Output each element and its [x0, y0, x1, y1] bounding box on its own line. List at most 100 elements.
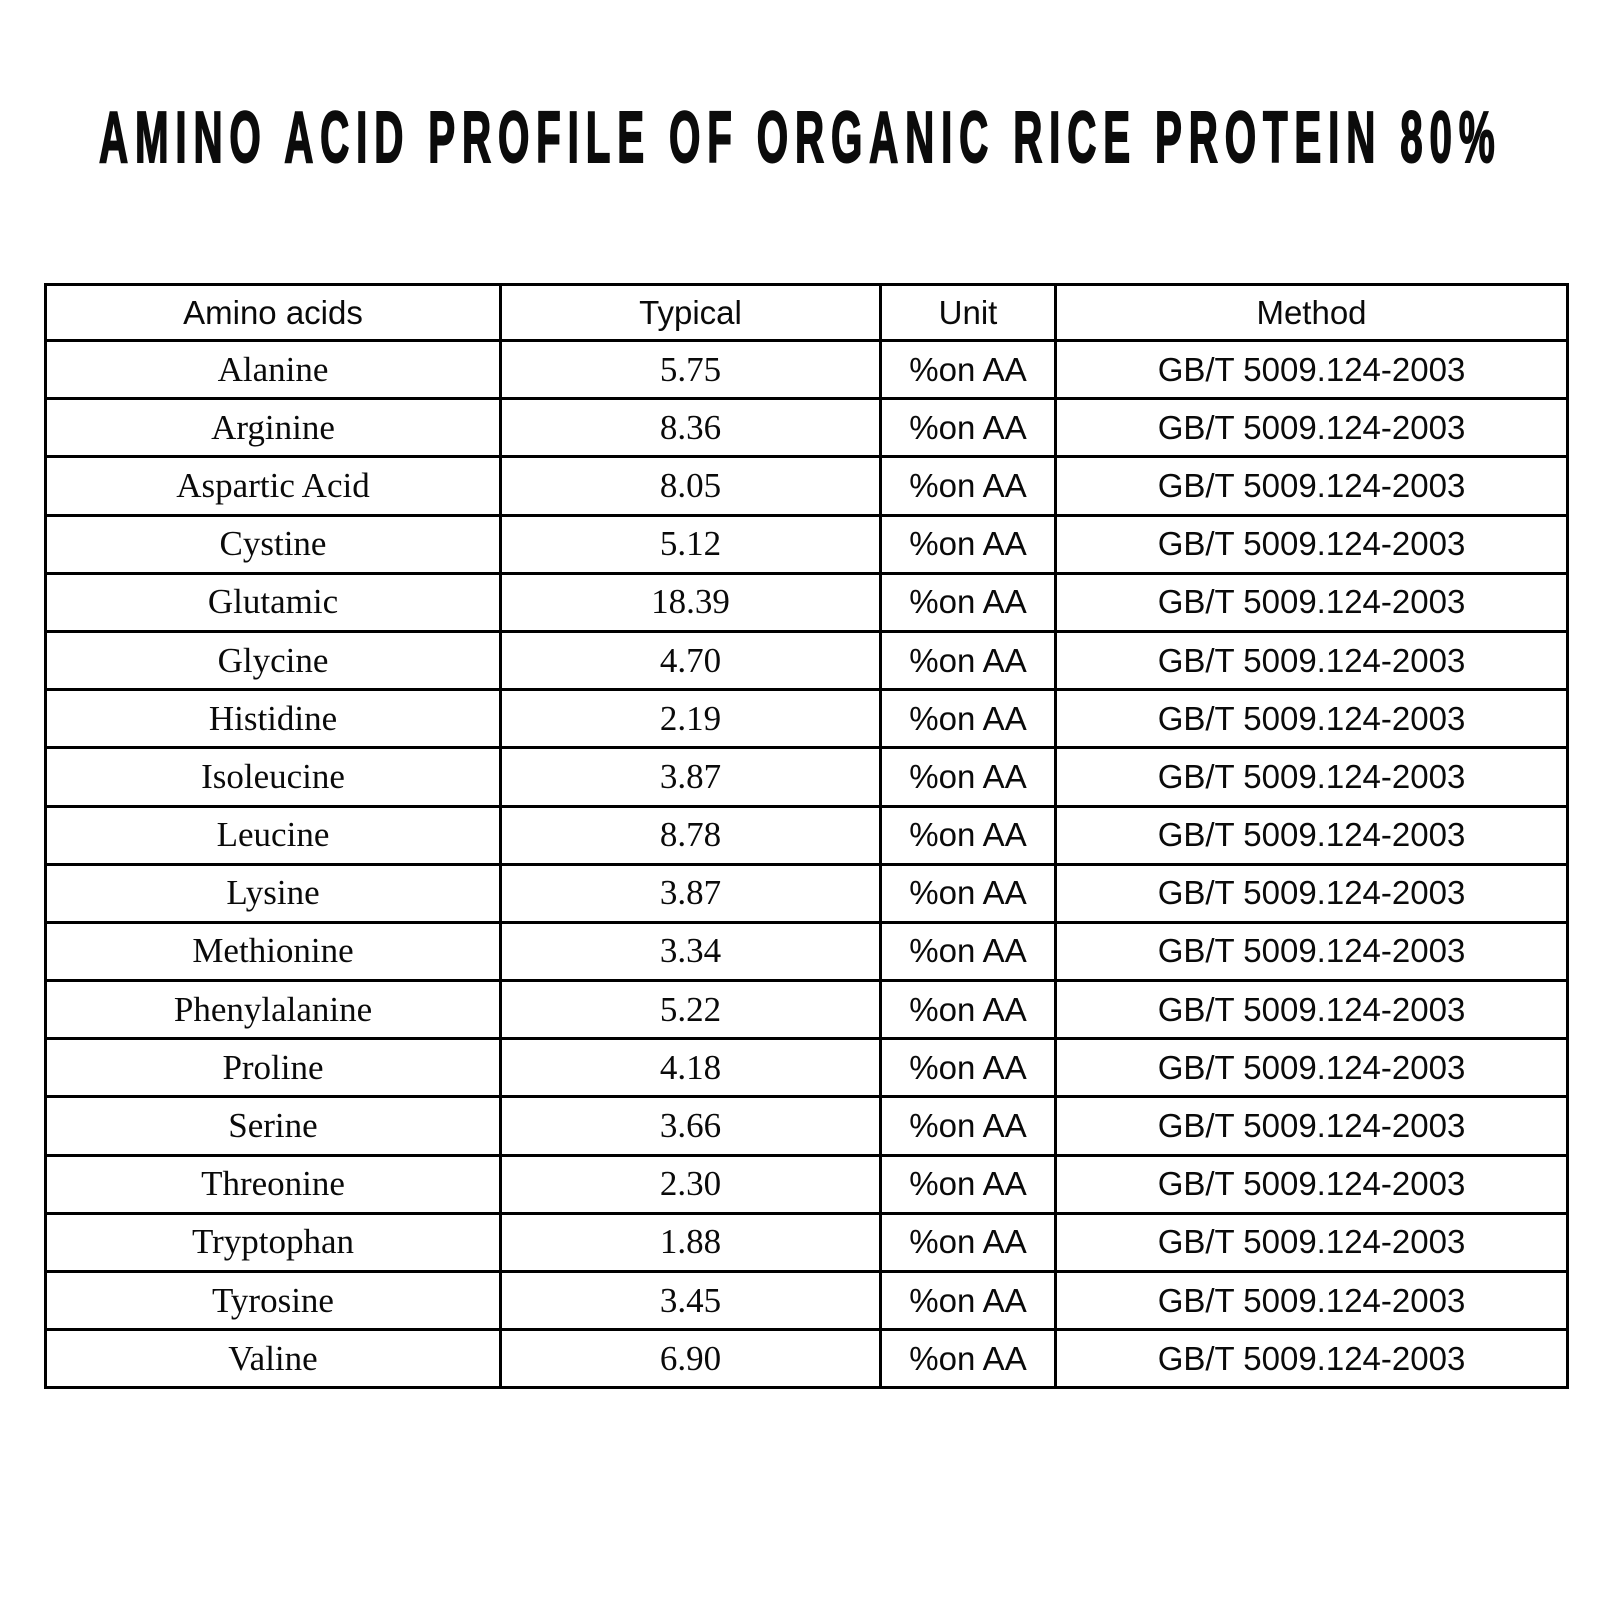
- unit-cell: %on AA: [879, 1153, 1057, 1215]
- table-row: Glutamic 18.39 %on AA GB/T 5009.124-2003: [44, 571, 1569, 633]
- typical-value-cell: 2.30: [499, 1153, 882, 1215]
- method-cell: GB/T 5009.124-2003: [1054, 1211, 1569, 1274]
- method-cell: GB/T 5009.124-2003: [1054, 1269, 1569, 1332]
- amino-acid-name-cell: Threonine: [44, 1153, 502, 1215]
- amino-acid-name-cell: Serine: [44, 1095, 502, 1157]
- table-row: Proline 4.18 %on AA GB/T 5009.124-2003: [44, 1037, 1569, 1099]
- unit-cell: %on AA: [879, 513, 1057, 575]
- amino-acid-name-cell: Tyrosine: [44, 1269, 502, 1332]
- typical-value-cell: 3.87: [499, 862, 882, 924]
- table-row: Methionine 3.34 %on AA GB/T 5009.124-200…: [44, 920, 1569, 983]
- typical-value-cell: 18.39: [499, 571, 882, 633]
- typical-value-cell: 8.78: [499, 804, 882, 866]
- method-cell: GB/T 5009.124-2003: [1054, 746, 1569, 808]
- unit-cell: %on AA: [879, 804, 1057, 866]
- amino-acid-name-cell: Aspartic Acid: [44, 455, 502, 517]
- table-row: Lysine 3.87 %on AA GB/T 5009.124-2003: [44, 862, 1569, 924]
- typical-value-cell: 3.45: [499, 1269, 882, 1332]
- method-cell: GB/T 5009.124-2003: [1054, 862, 1569, 924]
- amino-acid-name-cell: Methionine: [44, 920, 502, 983]
- table-row: Alanine 5.75 %on AA GB/T 5009.124-2003: [44, 338, 1569, 401]
- column-header-amino-acids: Amino acids: [44, 283, 502, 342]
- amino-acid-name-cell: Tryptophan: [44, 1211, 502, 1274]
- table-row: Tyrosine 3.45 %on AA GB/T 5009.124-2003: [44, 1269, 1569, 1332]
- table-row: Serine 3.66 %on AA GB/T 5009.124-2003: [44, 1095, 1569, 1157]
- method-cell: GB/T 5009.124-2003: [1054, 804, 1569, 866]
- amino-acid-name-cell: Cystine: [44, 513, 502, 575]
- method-cell: GB/T 5009.124-2003: [1054, 397, 1569, 459]
- unit-cell: %on AA: [879, 1211, 1057, 1274]
- typical-value-cell: 4.18: [499, 1037, 882, 1099]
- unit-cell: %on AA: [879, 979, 1057, 1041]
- typical-value-cell: 5.75: [499, 338, 882, 401]
- table-row: Valine 6.90 %on AA GB/T 5009.124-2003: [44, 1328, 1569, 1390]
- unit-cell: %on AA: [879, 746, 1057, 808]
- method-cell: GB/T 5009.124-2003: [1054, 688, 1569, 750]
- typical-value-cell: 1.88: [499, 1211, 882, 1274]
- column-header-method: Method: [1054, 283, 1569, 342]
- table-row: Threonine 2.30 %on AA GB/T 5009.124-2003: [44, 1153, 1569, 1215]
- unit-cell: %on AA: [879, 862, 1057, 924]
- amino-acid-name-cell: Glycine: [44, 629, 502, 692]
- amino-acid-name-cell: Proline: [44, 1037, 502, 1099]
- amino-acid-name-cell: Valine: [44, 1328, 502, 1390]
- table-header-row: Amino acids Typical Unit Method: [44, 283, 1569, 342]
- amino-acid-name-cell: Histidine: [44, 688, 502, 750]
- typical-value-cell: 6.90: [499, 1328, 882, 1390]
- amino-acid-name-cell: Glutamic: [44, 571, 502, 633]
- table-row: Cystine 5.12 %on AA GB/T 5009.124-2003: [44, 513, 1569, 575]
- method-cell: GB/T 5009.124-2003: [1054, 455, 1569, 517]
- table-row: Aspartic Acid 8.05 %on AA GB/T 5009.124-…: [44, 455, 1569, 517]
- typical-value-cell: 3.34: [499, 920, 882, 983]
- amino-acid-table: Amino acids Typical Unit Method Alanine …: [44, 283, 1569, 1390]
- typical-value-cell: 8.36: [499, 397, 882, 459]
- typical-value-cell: 5.12: [499, 513, 882, 575]
- table-row: Leucine 8.78 %on AA GB/T 5009.124-2003: [44, 804, 1569, 866]
- amino-acid-name-cell: Phenylalanine: [44, 979, 502, 1041]
- typical-value-cell: 3.87: [499, 746, 882, 808]
- table-row: Arginine 8.36 %on AA GB/T 5009.124-2003: [44, 397, 1569, 459]
- amino-acid-name-cell: Lysine: [44, 862, 502, 924]
- method-cell: GB/T 5009.124-2003: [1054, 1153, 1569, 1215]
- method-cell: GB/T 5009.124-2003: [1054, 629, 1569, 692]
- method-cell: GB/T 5009.124-2003: [1054, 979, 1569, 1041]
- unit-cell: %on AA: [879, 455, 1057, 517]
- page-title: AMINO ACID PROFILE OF ORGANIC RICE PROTE…: [0, 98, 1600, 178]
- method-cell: GB/T 5009.124-2003: [1054, 1095, 1569, 1157]
- unit-cell: %on AA: [879, 1328, 1057, 1390]
- method-cell: GB/T 5009.124-2003: [1054, 920, 1569, 983]
- table-row: Phenylalanine 5.22 %on AA GB/T 5009.124-…: [44, 979, 1569, 1041]
- method-cell: GB/T 5009.124-2003: [1054, 1328, 1569, 1390]
- amino-acid-name-cell: Leucine: [44, 804, 502, 866]
- method-cell: GB/T 5009.124-2003: [1054, 571, 1569, 633]
- table-row: Isoleucine 3.87 %on AA GB/T 5009.124-200…: [44, 746, 1569, 808]
- typical-value-cell: 4.70: [499, 629, 882, 692]
- table-row: Histidine 2.19 %on AA GB/T 5009.124-2003: [44, 688, 1569, 750]
- unit-cell: %on AA: [879, 629, 1057, 692]
- amino-acid-name-cell: Alanine: [44, 338, 502, 401]
- method-cell: GB/T 5009.124-2003: [1054, 1037, 1569, 1099]
- column-header-typical: Typical: [499, 283, 882, 342]
- table-header: Amino acids Typical Unit Method: [44, 283, 1569, 342]
- unit-cell: %on AA: [879, 1037, 1057, 1099]
- amino-acid-name-cell: Arginine: [44, 397, 502, 459]
- table-row: Glycine 4.70 %on AA GB/T 5009.124-2003: [44, 629, 1569, 692]
- method-cell: GB/T 5009.124-2003: [1054, 513, 1569, 575]
- typical-value-cell: 8.05: [499, 455, 882, 517]
- column-header-unit: Unit: [879, 283, 1057, 342]
- unit-cell: %on AA: [879, 1269, 1057, 1332]
- table-row: Tryptophan 1.88 %on AA GB/T 5009.124-200…: [44, 1211, 1569, 1274]
- unit-cell: %on AA: [879, 338, 1057, 401]
- unit-cell: %on AA: [879, 397, 1057, 459]
- table-body: Alanine 5.75 %on AA GB/T 5009.124-2003 A…: [44, 338, 1569, 1390]
- typical-value-cell: 5.22: [499, 979, 882, 1041]
- typical-value-cell: 2.19: [499, 688, 882, 750]
- unit-cell: %on AA: [879, 688, 1057, 750]
- unit-cell: %on AA: [879, 920, 1057, 983]
- typical-value-cell: 3.66: [499, 1095, 882, 1157]
- unit-cell: %on AA: [879, 571, 1057, 633]
- amino-acid-name-cell: Isoleucine: [44, 746, 502, 808]
- method-cell: GB/T 5009.124-2003: [1054, 338, 1569, 401]
- unit-cell: %on AA: [879, 1095, 1057, 1157]
- page-title-text: AMINO ACID PROFILE OF ORGANIC RICE PROTE…: [98, 98, 1502, 178]
